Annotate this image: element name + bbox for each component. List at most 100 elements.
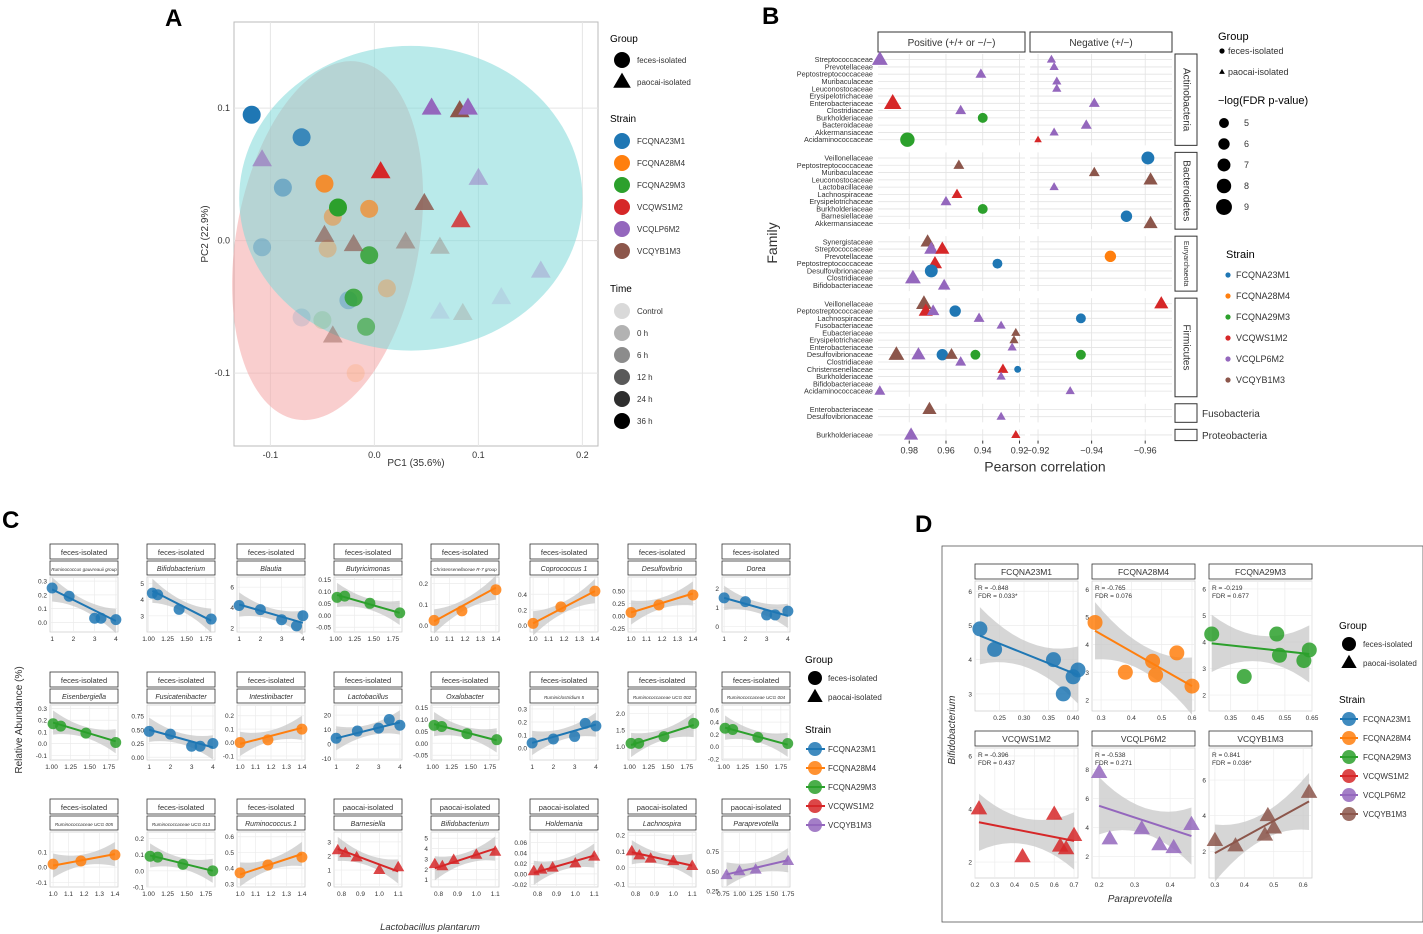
x-tick-label: 0.8 xyxy=(337,891,346,898)
data-point xyxy=(945,348,958,359)
x-tick-label: 2 xyxy=(169,764,173,771)
legend-key xyxy=(1342,788,1356,802)
facet-strip-label: paocai-isolated xyxy=(343,803,393,812)
x-tick-label: 1.1 xyxy=(544,636,553,643)
facet-strip-row xyxy=(1174,53,1198,146)
y-tick-label: 6 xyxy=(1202,586,1206,593)
y-tick-label: 3 xyxy=(424,856,428,863)
data-point xyxy=(1165,838,1182,854)
x-tick-label: 0.92 xyxy=(1011,446,1029,456)
x-tick-label: 0.30 xyxy=(1018,715,1031,722)
y-tick-label: 4 xyxy=(230,605,234,612)
y-tick-label: 0.15 xyxy=(415,705,428,712)
data-point xyxy=(110,614,122,626)
x-tick-label: 0.40 xyxy=(1067,715,1080,722)
legend-label: FCQNA23M1 xyxy=(637,137,686,146)
regression-line xyxy=(1211,642,1310,655)
x-tick-label: 1.00 xyxy=(142,636,155,643)
x-tick-label: 4 xyxy=(594,764,598,771)
facet-strip-label: feces-isolated xyxy=(442,676,488,685)
facet-strip-row xyxy=(1174,403,1198,423)
family-label: Streptococcaceae xyxy=(815,245,873,254)
y-tick-label: 2 xyxy=(327,853,331,860)
y-tick-label: 6 xyxy=(230,585,234,592)
facet-strip-label: feces-isolated xyxy=(158,676,204,685)
panel-label-c: C xyxy=(2,507,19,534)
family-label: Streptococcaceae xyxy=(815,55,873,64)
x-tick-label: 1.3 xyxy=(282,764,291,771)
family-label: Erysipelotrichaceae xyxy=(809,92,873,101)
data-point xyxy=(1143,172,1158,185)
facet-panel xyxy=(878,403,1025,423)
legend-key xyxy=(1219,118,1229,128)
family-label: Desulfovibrionaceae xyxy=(807,266,873,275)
facet-strip-label: feces-isolated xyxy=(733,548,779,557)
legend-label: feces-isolated xyxy=(828,674,877,683)
legend-key xyxy=(614,347,630,363)
facet-taxon-label: Barnesiella xyxy=(351,821,386,828)
y-tick-label: -0.1 xyxy=(36,880,48,887)
x-tick-label: 0.3 xyxy=(1097,715,1106,722)
facet-strip-label: feces-isolated xyxy=(61,676,107,685)
legend-key xyxy=(1217,158,1231,172)
data-point xyxy=(916,295,932,309)
data-point xyxy=(436,859,449,871)
x-tick-label: 1.0 xyxy=(236,764,245,771)
data-point xyxy=(47,858,59,870)
y-tick-label: 0.02 xyxy=(514,861,527,868)
x-axis-title: Lactobacillus plantarum xyxy=(380,922,480,933)
y-tick-label: 0.0 xyxy=(518,746,527,753)
facet-strip-group xyxy=(721,798,791,815)
data-point xyxy=(590,720,602,732)
legend-key xyxy=(614,243,630,259)
x-tick-label: 0.5 xyxy=(1030,882,1039,889)
facet-strip-row xyxy=(1174,235,1198,292)
legend-label: 12 h xyxy=(637,373,653,382)
y-tick-label: 0.75 xyxy=(706,849,719,856)
legend-title: Strain xyxy=(1226,249,1255,261)
data-point xyxy=(470,848,483,859)
family-label: Barnesiellaceae xyxy=(821,212,873,221)
data-point xyxy=(428,614,440,626)
legend-label: feces-isolated xyxy=(1228,46,1284,56)
y-tick-label: 0 xyxy=(715,624,719,631)
legend-label: VCQLP6M2 xyxy=(1236,354,1284,364)
family-label: Lachnospiraceae xyxy=(817,314,873,323)
legend-label: FCQNA23M1 xyxy=(1236,270,1290,280)
y-tick-label: -0.1 xyxy=(214,368,230,378)
x-tick-label: 1.1 xyxy=(688,891,697,898)
x-tick-label: 1 xyxy=(147,764,151,771)
facet-strip-taxon xyxy=(333,688,403,704)
x-tick-label: 1.0 xyxy=(375,891,384,898)
family-label: Erysipelotrichaceae xyxy=(809,197,873,206)
family-label: Acidaminococcaceae xyxy=(804,387,873,396)
facet-strip-taxon xyxy=(430,560,500,576)
data-point xyxy=(1184,678,1200,694)
data-point xyxy=(292,308,311,327)
x-tick-label: 2 xyxy=(552,764,556,771)
facet-row-label: Bacteroidetes xyxy=(1180,160,1191,221)
data-point xyxy=(373,863,386,875)
panel-label-d: D xyxy=(915,511,932,538)
data-point xyxy=(252,149,272,167)
legend-key xyxy=(808,780,822,794)
x-tick-label: 0.0 xyxy=(368,450,381,460)
data-point xyxy=(233,600,245,612)
y-tick-label: 0 xyxy=(327,742,331,749)
y-tick-label: -0.05 xyxy=(413,753,428,760)
x-tick-label: 3 xyxy=(765,636,769,643)
facet-strip-label: feces-isolated xyxy=(61,803,107,812)
facet-strip-group xyxy=(49,798,119,815)
correlation-fdr: FDR = 0.271 xyxy=(1095,760,1132,767)
data-point xyxy=(1259,806,1277,822)
x-tick-label: 1.0 xyxy=(571,891,580,898)
x-tick-label: 1 xyxy=(334,764,338,771)
facet-strip-group xyxy=(333,671,403,688)
family-label: Prevotellaceae xyxy=(825,62,873,71)
data-point xyxy=(686,859,699,870)
facet-strip-taxon xyxy=(333,560,403,576)
legend-key xyxy=(614,133,630,149)
x-tick-label: 0.7 xyxy=(1070,882,1079,889)
y-tick-label: 0.5 xyxy=(225,850,234,857)
